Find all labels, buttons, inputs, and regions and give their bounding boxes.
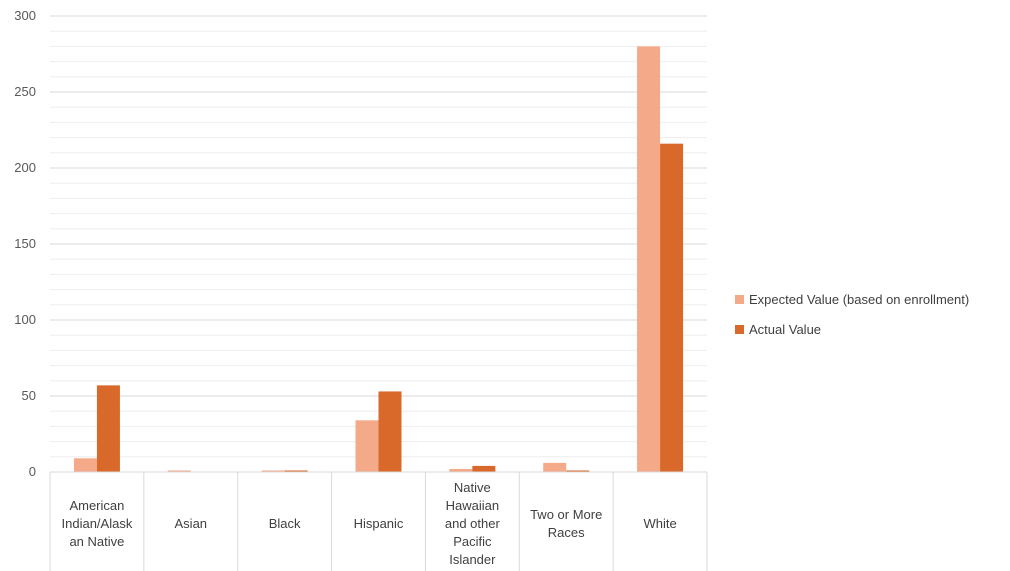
bar [637,46,661,473]
x-category-label: Black [269,516,301,531]
x-category-label: White [643,516,676,531]
legend-swatch-actual [735,325,744,334]
bar [543,462,567,472]
y-tick-label: 300 [14,8,36,23]
x-category-label: Pacific [453,534,492,549]
x-category-label: Native [454,480,491,495]
y-tick-label: 100 [14,312,36,327]
y-tick-label: 200 [14,160,36,175]
legend-swatch-expected [735,295,744,304]
bar [566,470,590,472]
bar [449,468,473,472]
legend-item-actual: Actual Value [735,322,969,337]
bar [284,470,308,472]
legend-label-actual: Actual Value [749,322,822,337]
x-category-label: Indian/Alask [62,516,133,531]
x-category-label: Asian [175,516,208,531]
x-category-label: Islander [449,552,496,567]
y-tick-label: 250 [14,84,36,99]
legend-item-expected: Expected Value (based on enrollment) [735,292,969,307]
y-tick-label: 150 [14,236,36,251]
y-tick-label: 50 [22,388,36,403]
bar [167,470,191,472]
bar [472,465,496,472]
bar [660,143,684,472]
bar [378,391,402,472]
x-category-label: Hispanic [354,516,404,531]
x-category-label: American [69,498,124,513]
x-category-label: Races [548,525,585,540]
legend-label-expected: Expected Value (based on enrollment) [749,292,970,307]
x-category-label: Hawaiian [446,498,499,513]
x-category-label: Two or More [530,507,602,522]
bar [261,470,285,472]
x-category-label: an Native [69,534,124,549]
bar [355,420,379,472]
bar [73,458,97,472]
y-tick-label: 0 [29,464,36,479]
bar [96,385,120,472]
legend: Expected Value (based on enrollment) Act… [735,292,969,352]
x-category-label: and other [445,516,501,531]
